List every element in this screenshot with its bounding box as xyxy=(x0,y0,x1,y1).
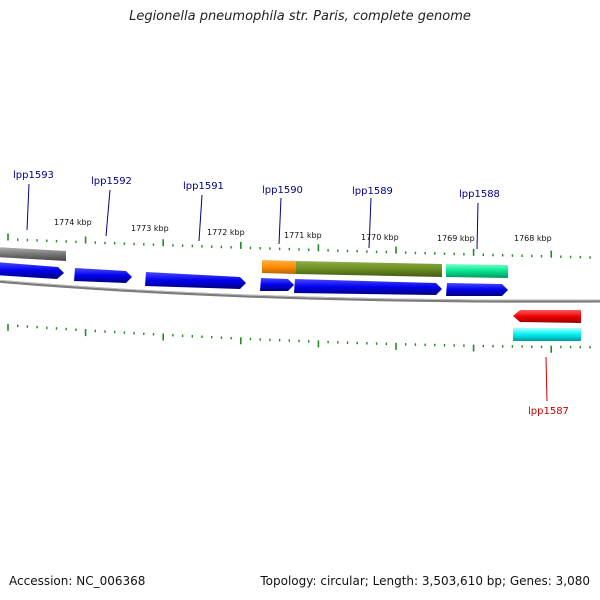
kbp-label: 1769 kbp xyxy=(437,234,475,243)
gene-label-lpp1590[interactable]: lpp1590 xyxy=(262,185,303,196)
genome-summary-text: Topology: circular; Length: 3,503,610 bp… xyxy=(260,574,590,588)
gene-label-lpp1587[interactable]: lpp1587 xyxy=(528,406,569,417)
rna-feature xyxy=(513,328,581,341)
kbp-labels: 1774 kbp 1773 kbp 1772 kbp 1771 kbp 1770 kbp… xyxy=(54,218,552,243)
cds-lpp1587-arrow xyxy=(513,310,581,323)
genome-backbone xyxy=(0,279,600,303)
gene-label-lpp1593[interactable]: lpp1593 xyxy=(13,170,54,181)
inner-tick-row xyxy=(7,323,591,353)
kbp-label: 1768 kbp xyxy=(514,234,552,243)
mint-feature xyxy=(446,264,508,278)
cds-lpp1589-arrow xyxy=(294,279,442,295)
gene-label-lpp1591[interactable]: lpp1591 xyxy=(183,181,224,192)
kbp-label: 1774 kbp xyxy=(54,218,92,227)
gene-label-lpp1589[interactable]: lpp1589 xyxy=(352,186,393,197)
genome-backbone-highlight xyxy=(0,279,600,301)
gray-feature xyxy=(0,247,66,261)
kbp-label: 1772 kbp xyxy=(207,228,245,237)
orange-feature xyxy=(262,260,296,274)
kbp-label: 1770 kbp xyxy=(361,233,399,242)
cds-lpp1590-arrow xyxy=(260,278,294,291)
gene-label-lpp1592[interactable]: lpp1592 xyxy=(91,176,132,187)
accession-text: Accession: NC_006368 xyxy=(9,574,146,588)
cds-lpp1592-arrow xyxy=(74,268,132,283)
cds-lpp1593-arrow xyxy=(0,262,64,279)
kbp-label: 1773 kbp xyxy=(131,224,169,233)
cds-lpp1591-arrow xyxy=(145,272,246,289)
kbp-label: 1771 kbp xyxy=(284,231,322,240)
map-title: Legionella pneumophila str. Paris, compl… xyxy=(129,9,471,24)
outer-tick-row xyxy=(7,233,591,259)
gene-label-lpp1588[interactable]: lpp1588 xyxy=(459,189,500,200)
olive-feature xyxy=(296,261,442,277)
label-leaders xyxy=(26,183,548,402)
cds-lpp1588-arrow xyxy=(446,283,508,296)
